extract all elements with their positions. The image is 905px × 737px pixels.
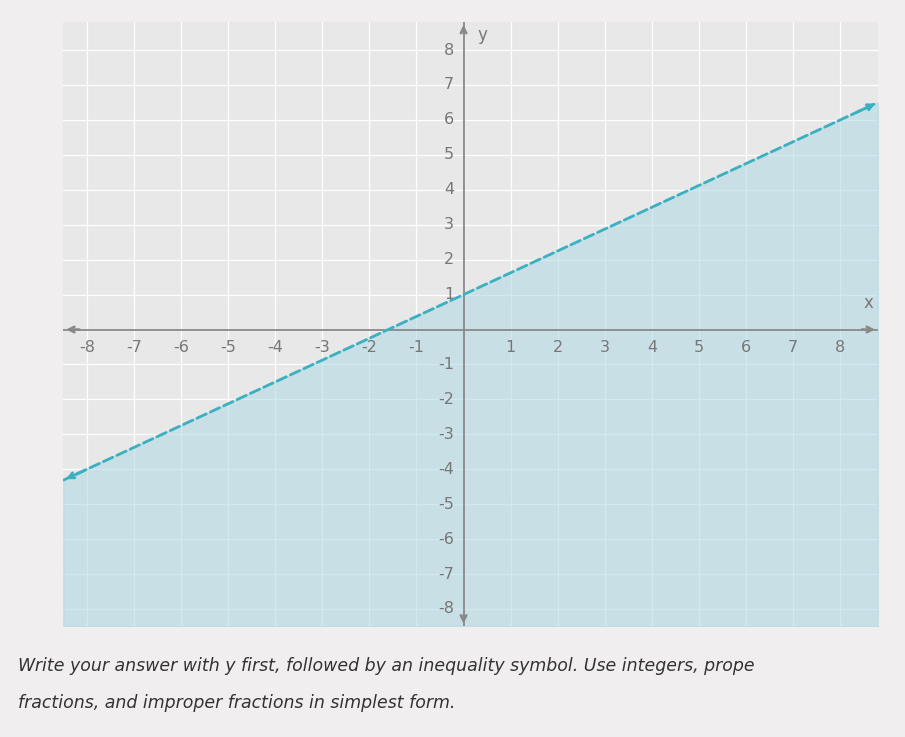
Text: -3: -3: [314, 340, 330, 355]
Text: -4: -4: [438, 462, 454, 477]
Text: y: y: [478, 26, 488, 43]
Text: -4: -4: [267, 340, 283, 355]
Text: -5: -5: [220, 340, 236, 355]
Text: 8: 8: [835, 340, 845, 355]
Text: -3: -3: [438, 427, 454, 441]
Text: 2: 2: [444, 252, 454, 267]
Text: 6: 6: [741, 340, 751, 355]
Text: -6: -6: [173, 340, 189, 355]
Text: -1: -1: [438, 357, 454, 372]
Text: -1: -1: [408, 340, 424, 355]
Text: 6: 6: [444, 113, 454, 128]
Text: 3: 3: [600, 340, 610, 355]
Text: 1: 1: [506, 340, 516, 355]
Text: 5: 5: [694, 340, 704, 355]
Text: 4: 4: [444, 182, 454, 198]
Text: x: x: [863, 294, 873, 312]
Text: Write your answer with y first, followed by an inequality symbol. Use integers, : Write your answer with y first, followed…: [18, 657, 755, 674]
Text: fractions, and improper fractions in simplest form.: fractions, and improper fractions in sim…: [18, 694, 455, 711]
Text: 4: 4: [647, 340, 657, 355]
Text: 2: 2: [553, 340, 563, 355]
Text: -2: -2: [438, 392, 454, 407]
Text: 1: 1: [443, 287, 454, 302]
Text: 8: 8: [443, 43, 454, 57]
Text: -7: -7: [438, 567, 454, 581]
Text: 5: 5: [444, 147, 454, 162]
Text: -8: -8: [438, 601, 454, 616]
Text: -2: -2: [361, 340, 377, 355]
Text: 3: 3: [444, 217, 454, 232]
Text: -8: -8: [79, 340, 95, 355]
Text: -6: -6: [438, 531, 454, 547]
Text: 7: 7: [788, 340, 798, 355]
Text: -5: -5: [438, 497, 454, 511]
Text: -7: -7: [126, 340, 142, 355]
Text: 7: 7: [444, 77, 454, 92]
